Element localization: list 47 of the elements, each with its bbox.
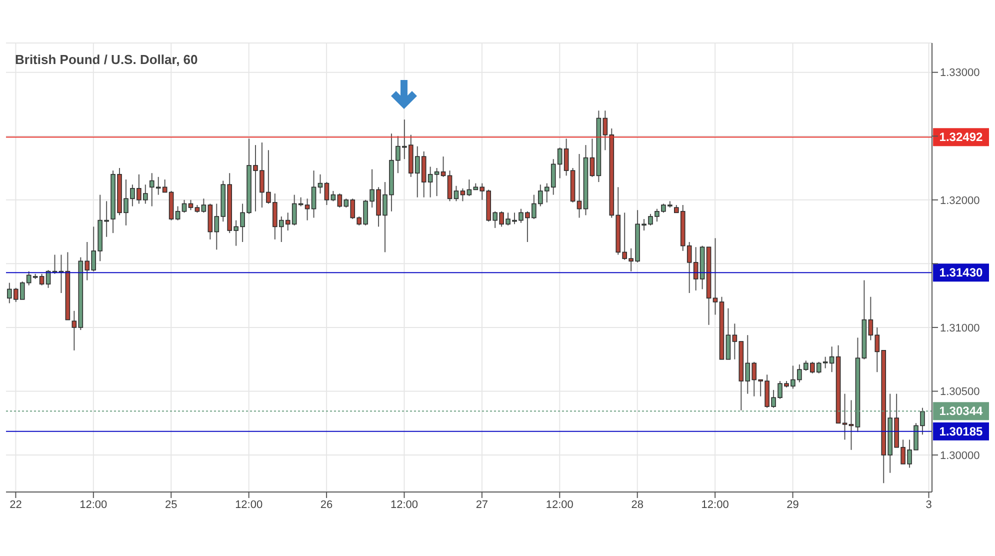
x-tick-label: 12:00 (546, 498, 574, 511)
candlestick (304, 198, 310, 221)
x-tick-label: 12:00 (701, 498, 729, 511)
candlestick (330, 190, 336, 202)
candlestick (318, 174, 323, 194)
y-tick-label: 1.31000 (940, 322, 980, 334)
candlestick (311, 170, 316, 218)
candlestick (564, 138, 569, 176)
candlestick (829, 346, 834, 373)
ref-line-label: 1.32492 (939, 130, 984, 144)
x-tick-label: 28 (631, 498, 644, 511)
x-tick-label: 25 (165, 498, 178, 511)
x-tick-label: 3 (926, 498, 932, 511)
candlestick (590, 138, 595, 178)
candlestick (712, 238, 718, 316)
x-tick-label: 12:00 (235, 498, 263, 511)
candlestick (454, 185, 459, 202)
candlestick (460, 188, 466, 202)
x-tick-label: 27 (476, 498, 488, 511)
candlestick (39, 273, 44, 286)
x-tick-label: 22 (10, 498, 22, 511)
y-tick-label: 1.30500 (940, 386, 980, 398)
candlestick (337, 193, 342, 208)
ref-line-label: 1.30344 (939, 404, 984, 418)
candlestick (447, 170, 452, 202)
candlestick (182, 199, 187, 214)
candlestick (324, 182, 330, 206)
candlestick (842, 393, 848, 440)
candlestick (434, 168, 440, 197)
ref-line-label: 1.31430 (939, 266, 984, 280)
y-tick-label: 1.30000 (940, 450, 980, 462)
candlestick (188, 199, 194, 211)
y-tick-label: 1.32000 (940, 194, 980, 207)
text: British Pound / U.S. Dollar, 60 (15, 52, 198, 67)
candlestick (175, 206, 180, 221)
candlestick (732, 323, 738, 360)
candlestick (848, 400, 854, 450)
x-tick-label: 26 (320, 498, 333, 511)
x-tick-label: 12:00 (80, 498, 108, 511)
candlestick (72, 310, 77, 351)
candlestick (201, 198, 206, 214)
candlestick (576, 153, 582, 218)
candlestick (440, 156, 446, 178)
y-tick-label: 1.33000 (940, 67, 980, 80)
x-tick-label: 29 (786, 498, 799, 511)
ref-line-label: 1.30185 (939, 424, 984, 438)
x-tick-label: 12:00 (390, 498, 418, 511)
